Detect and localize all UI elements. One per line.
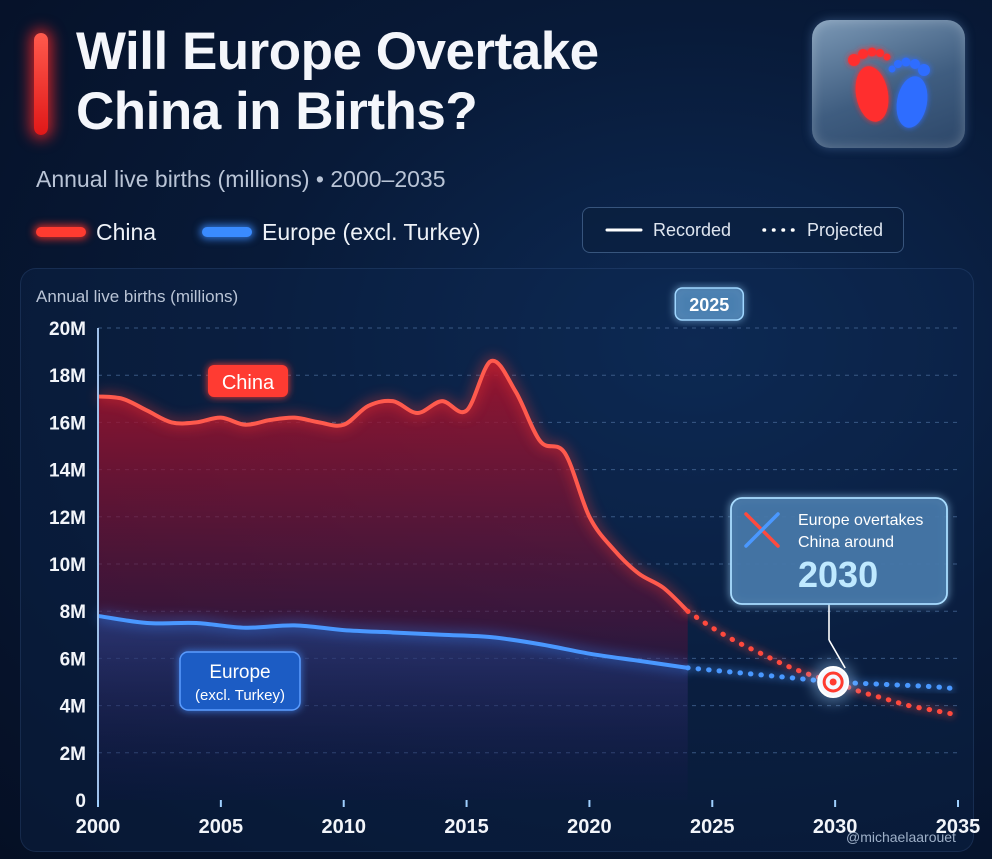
- legend-label-europe: Europe (excl. Turkey): [262, 218, 481, 245]
- x-tick-label: 2000: [76, 816, 121, 838]
- y-tick-label: 10M: [49, 555, 86, 576]
- legend-item-projected: Projected: [761, 208, 883, 252]
- legend-item-china: China: [36, 214, 156, 250]
- y-tick-label: 14M: [49, 461, 86, 482]
- marker-label-2025: 2025: [689, 295, 729, 315]
- crossover-inner-ring: [822, 671, 844, 693]
- x-tick-label: 2015: [444, 816, 489, 838]
- callout-line2: China around: [798, 534, 894, 551]
- china-line: [97, 358, 690, 613]
- y-axis-title: Annual live births (millions): [36, 287, 238, 306]
- crossing-arrows-icon: [744, 512, 780, 548]
- page-subtitle: Annual live births (millions) • 2000–203…: [36, 166, 446, 192]
- title-accent-bar: [34, 33, 48, 135]
- y-tick-label: 8M: [60, 602, 86, 623]
- callout-box: [730, 497, 948, 605]
- legend-swatch-europe: [202, 227, 252, 237]
- x-tick-label: 2005: [199, 816, 244, 838]
- y-tick-label: 20M: [49, 319, 86, 340]
- legend-label-projected: Projected: [807, 219, 884, 240]
- title-line-1: Will Europe Overtake: [76, 22, 599, 81]
- y-tick-label: 0: [75, 791, 86, 812]
- callout-year: 2030: [798, 554, 878, 595]
- callout-leader: [828, 639, 846, 669]
- crossing-arrow-blue: [744, 512, 780, 548]
- europe-tag: [179, 651, 301, 711]
- europe-tag-line1: Europe: [209, 662, 270, 683]
- legend-item-recorded: Recorded: [605, 208, 731, 252]
- x-tick-label: 2030: [813, 816, 858, 838]
- china-projected-line: [685, 608, 961, 718]
- y-tick-label: 4M: [60, 697, 86, 718]
- page-title: Will Europe Overtake China in Births?: [76, 22, 776, 142]
- y-tick-label: 18M: [49, 366, 86, 387]
- marker-badge-2025: [674, 287, 745, 321]
- crossover-center: [829, 678, 837, 686]
- europe-tag-line2: (excl. Turkey): [195, 687, 285, 704]
- x-tick-label: 2035: [936, 816, 981, 838]
- legend-swatch-china: [36, 227, 86, 237]
- y-tick-label: 12M: [49, 508, 86, 529]
- baby-footprints-icon: [812, 20, 965, 148]
- x-tick-label: 2025: [690, 816, 735, 838]
- watermark: @michaelaarouet: [846, 829, 956, 845]
- x-tick-label: 2010: [321, 816, 366, 838]
- y-tick-label: 16M: [49, 413, 86, 434]
- callout-line1: Europe overtakes: [798, 512, 923, 529]
- line-style-legend: Recorded Projected: [582, 207, 904, 253]
- legend-label-china: China: [96, 218, 157, 245]
- legend-label-recorded: Recorded: [653, 219, 732, 240]
- y-tick-label: 2M: [60, 744, 86, 765]
- title-line-2: China in Births?: [76, 82, 478, 141]
- legend-item-europe: Europe (excl. Turkey): [202, 214, 481, 250]
- solid-line-icon: [605, 228, 643, 232]
- china-tag: [208, 365, 288, 397]
- europe-line: [97, 613, 688, 670]
- x-tick-label: 2020: [567, 816, 612, 838]
- china-tag-label: China: [222, 372, 275, 394]
- y-tick-label: 6M: [60, 649, 86, 670]
